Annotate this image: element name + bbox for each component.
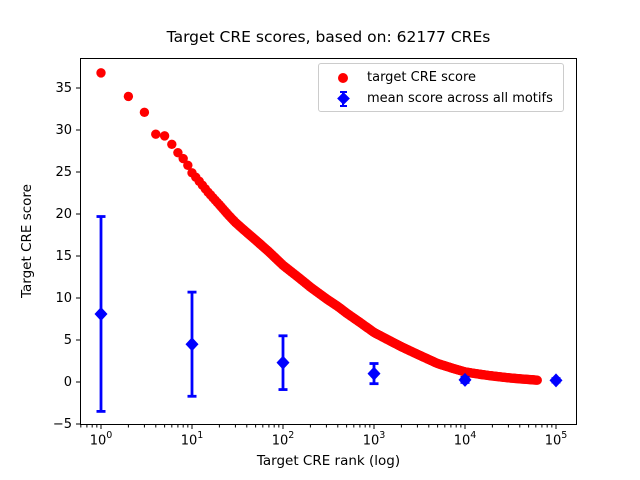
y-tick-label: 25	[55, 164, 72, 180]
x-tick-label: 105	[544, 430, 568, 449]
x-tick-label: 104	[453, 430, 477, 449]
legend-label: mean score across all motifs	[367, 91, 553, 106]
legend-label: target CRE score	[367, 70, 477, 85]
legend: target CRE score mean score across all m…	[318, 63, 564, 112]
y-tick-label: 30	[55, 122, 72, 138]
y-tick-label: 5	[63, 332, 72, 348]
y-tick-label: 35	[55, 80, 72, 96]
series-mean-score	[94, 215, 563, 413]
x-tick-label: 103	[362, 430, 386, 449]
legend-item: target CRE score	[319, 67, 563, 88]
chart-title: Target CRE scores, based on: 62177 CREs	[166, 28, 491, 46]
series-target-cre-score	[96, 68, 542, 385]
y-axis-label: Target CRE score	[19, 184, 35, 298]
y-tick-label: 0	[63, 374, 72, 390]
blue-diamond-errorbar-marker-icon	[329, 89, 357, 109]
y-tick-label: 20	[55, 206, 72, 222]
y-tick-label: 10	[55, 290, 72, 306]
x-tick-label: 102	[271, 430, 295, 449]
x-axis-label: Target CRE rank (log)	[256, 453, 401, 469]
x-tick-label: 101	[180, 430, 204, 449]
y-tick-label: −5	[52, 416, 72, 432]
x-tick-label: 100	[89, 430, 113, 449]
legend-item: mean score across all motifs	[319, 88, 563, 109]
y-tick-label: 15	[55, 248, 72, 264]
red-circle-marker-icon	[329, 68, 357, 88]
